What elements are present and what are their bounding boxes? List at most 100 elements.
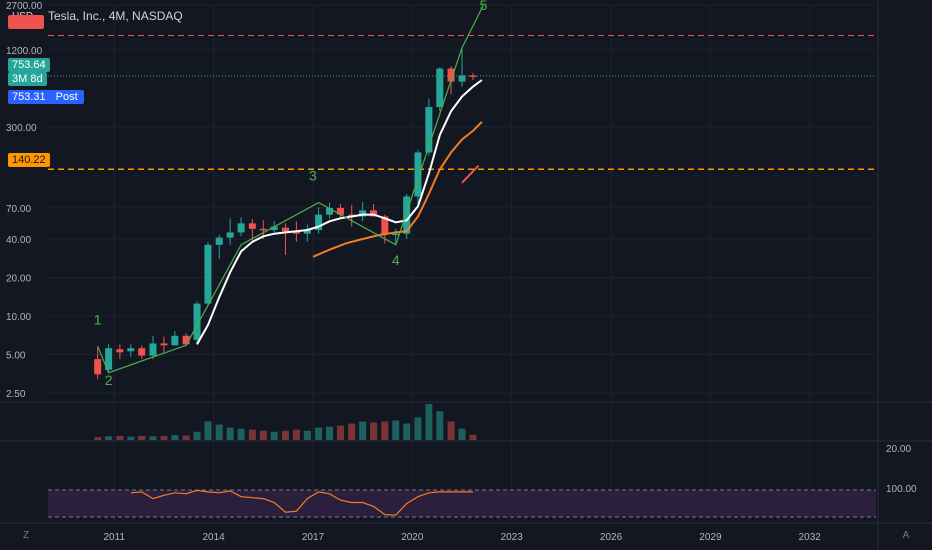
- y-tick-label: 20.00: [6, 273, 31, 284]
- volume-bar: [281, 430, 289, 440]
- volume-bar: [458, 428, 466, 440]
- wave-label: 4: [392, 252, 400, 268]
- x-tick-label: 2011: [103, 532, 125, 543]
- candle-body: [425, 107, 433, 153]
- volume-bar: [315, 427, 323, 440]
- elliott-wave: 1 2 3 4 5: [94, 0, 488, 388]
- candle-body: [149, 343, 157, 356]
- x-tick-label: 2026: [600, 532, 623, 543]
- volume-bar: [303, 430, 311, 440]
- volume-bar: [138, 435, 146, 440]
- post-tag: Post: [55, 91, 78, 103]
- candle-body: [303, 230, 311, 234]
- candle-body: [292, 231, 300, 234]
- candle-body: [259, 228, 267, 231]
- candle-body: [116, 349, 124, 353]
- volume-bars: [94, 404, 477, 440]
- candle-body: [403, 196, 411, 234]
- y-tick-label: 10.00: [6, 312, 31, 323]
- candle-body: [326, 207, 334, 215]
- candle-body: [105, 348, 113, 370]
- support-price-label: 140.22: [8, 153, 50, 167]
- wave-label: 3: [309, 167, 317, 183]
- volume-bar: [336, 425, 344, 440]
- volume-bar: [248, 429, 256, 440]
- moving-average-line: [196, 79, 483, 345]
- y-tick-label: 1200.00: [6, 46, 43, 57]
- volume-bar: [105, 436, 113, 440]
- rsi-tick-label: 20.00: [886, 444, 911, 455]
- y-tick-label: 70.00: [6, 204, 31, 215]
- volume-bar: [204, 421, 212, 440]
- candle-body: [469, 75, 477, 77]
- auto-scale-button[interactable]: A: [902, 530, 910, 541]
- volume-bar: [359, 421, 367, 440]
- volume-bar: [171, 435, 179, 440]
- volume-bar: [403, 423, 411, 440]
- y-tick-label: 300.00: [6, 123, 37, 134]
- candle-body: [94, 359, 102, 375]
- volume-bar: [326, 426, 334, 440]
- volume-bar: [348, 423, 356, 440]
- rsi-band: [48, 490, 876, 517]
- volume-bar: [160, 435, 168, 440]
- candle-body: [204, 244, 212, 304]
- volume-bar: [149, 436, 157, 440]
- rsi-line: [130, 489, 473, 516]
- post-price-label: 753.31 Post: [8, 90, 84, 104]
- moving-averages: [196, 79, 483, 345]
- candle-body: [414, 152, 422, 197]
- volume-bar: [116, 435, 124, 440]
- z-button[interactable]: Z: [22, 530, 30, 541]
- y-tick-label: 2.50: [6, 389, 26, 400]
- candle-body: [193, 303, 201, 340]
- x-tick-label: 2032: [799, 532, 822, 543]
- candle-body: [270, 226, 278, 231]
- volume-bar: [193, 431, 201, 440]
- volume-bar: [392, 420, 400, 440]
- volume-bar: [447, 421, 455, 440]
- x-tick-label: 2014: [202, 532, 225, 543]
- y-tick-label: 2700.00: [6, 1, 43, 12]
- current-price-label: 753.64: [8, 58, 50, 72]
- moving-average-line: [312, 121, 483, 258]
- wave-line: [97, 4, 485, 374]
- moving-average-line: [461, 164, 480, 184]
- y-tick-label: 40.00: [6, 235, 31, 246]
- resistance-price-marker: [8, 15, 44, 29]
- volume-bar: [226, 427, 234, 440]
- candle-body: [336, 207, 344, 215]
- symbol-title[interactable]: Tesla, Inc., 4M, NASDAQ: [48, 9, 183, 23]
- axes: 2700.00 1200.00 300.00 70.00 40.00 20.00 10.00…: [6, 1, 917, 543]
- volume-bar: [381, 421, 389, 440]
- candle-body: [458, 75, 466, 82]
- candle-body: [226, 232, 234, 238]
- rsi-pane: [48, 489, 876, 518]
- candle-body: [281, 227, 289, 232]
- volume-bar: [292, 429, 300, 440]
- volume-bar: [414, 417, 422, 440]
- volume-bar: [270, 431, 278, 440]
- rsi-tick-label: 100.00: [886, 484, 917, 495]
- candle-body: [182, 335, 190, 345]
- candlesticks[interactable]: [94, 48, 477, 380]
- candle-body: [138, 348, 146, 356]
- wave-label: 2: [105, 372, 113, 388]
- candle-body: [215, 237, 223, 245]
- candle-body: [359, 210, 367, 217]
- volume-bar: [436, 411, 444, 440]
- candle-body: [370, 210, 378, 217]
- wave-label: 1: [94, 311, 102, 327]
- x-tick-label: 2020: [401, 532, 424, 543]
- volume-bar: [237, 428, 245, 440]
- volume-bar: [215, 424, 223, 440]
- post-price-value: 753.31: [12, 91, 46, 103]
- candle-body: [237, 223, 245, 233]
- volume-bar: [182, 435, 190, 440]
- volume-bar: [425, 404, 433, 440]
- volume-bar: [469, 434, 477, 440]
- volume-bar: [370, 422, 378, 440]
- x-tick-label: 2017: [302, 532, 325, 543]
- candle-body: [392, 233, 400, 236]
